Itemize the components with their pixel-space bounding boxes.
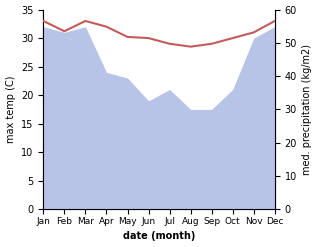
Y-axis label: max temp (C): max temp (C): [5, 76, 16, 143]
Y-axis label: med. precipitation (kg/m2): med. precipitation (kg/m2): [302, 44, 313, 175]
X-axis label: date (month): date (month): [123, 231, 195, 242]
